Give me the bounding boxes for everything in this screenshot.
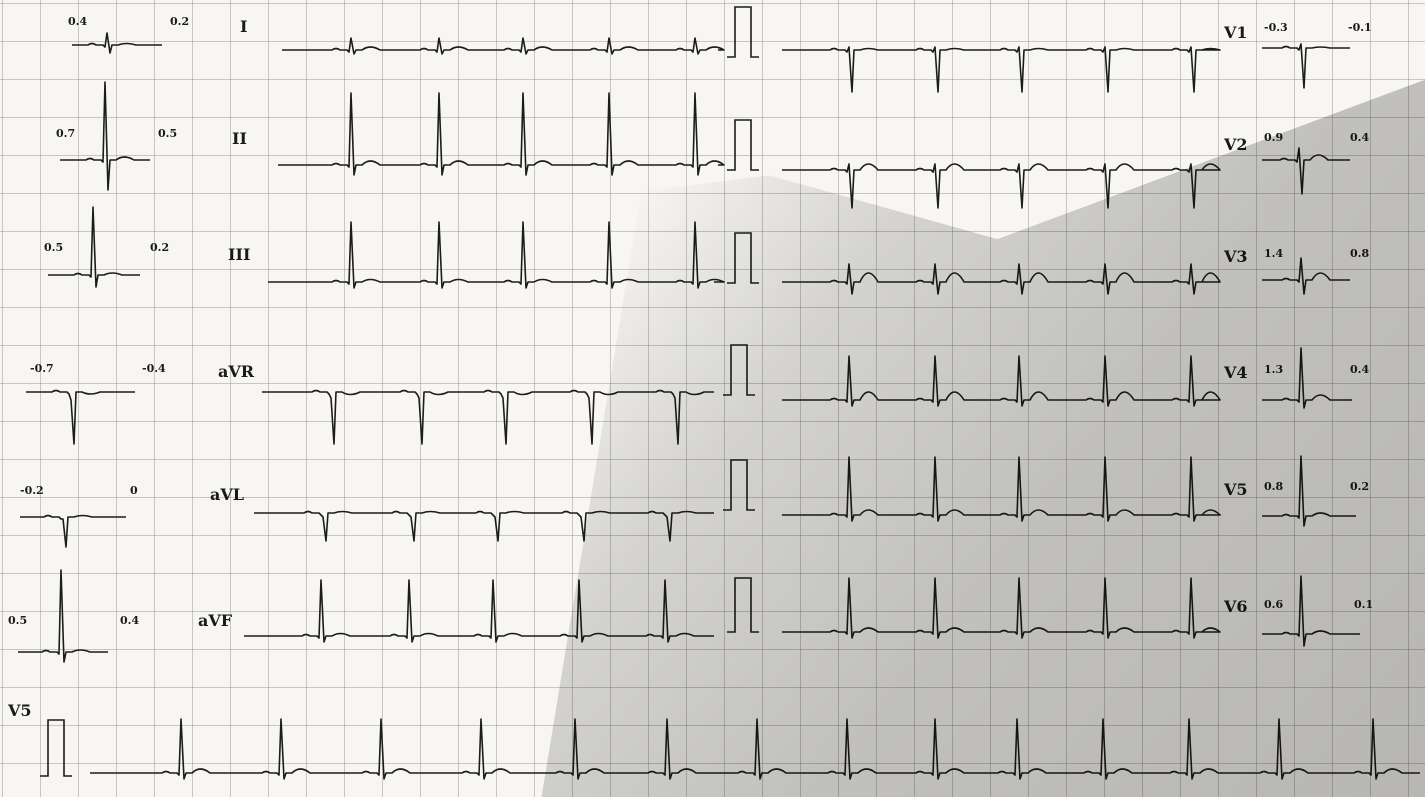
value-i-right: 0.2 xyxy=(170,15,189,28)
lead-label-avf: aVF xyxy=(198,611,233,630)
value-ii-right: 0.5 xyxy=(158,127,177,140)
trace-rhythm-strip xyxy=(90,718,1420,780)
calibration-pulse-avl xyxy=(723,459,755,511)
calibration-pulse-avf xyxy=(727,577,759,633)
calibration-pulse-ii xyxy=(727,119,759,171)
calibration-pulse-avr xyxy=(723,344,755,396)
value-avr-right: -0.4 xyxy=(142,362,166,375)
trace-group xyxy=(18,6,1420,780)
value-v4-left: 1.3 xyxy=(1264,363,1283,376)
avg-complex-i xyxy=(72,32,162,54)
avg-complex-ii xyxy=(60,81,150,191)
calibration-pulse-iii xyxy=(727,232,759,284)
trace-lead-v5 xyxy=(782,456,1221,522)
trace-lead-v1 xyxy=(782,46,1221,93)
avg-complex-avr xyxy=(26,389,135,445)
avg-complex-avl xyxy=(20,514,126,548)
value-v3-right: 0.8 xyxy=(1350,247,1369,260)
avg-complex-v4 xyxy=(1262,347,1352,409)
rhythm-lead-label: V5 xyxy=(7,701,32,720)
lead-label-v6: V6 xyxy=(1223,597,1248,616)
avg-complex-v2 xyxy=(1262,147,1350,195)
trace-lead-ii xyxy=(278,92,725,176)
trace-lead-iii xyxy=(268,221,725,289)
value-avr-left: -0.7 xyxy=(30,362,54,375)
avg-complex-v5 xyxy=(1262,455,1356,527)
avg-complex-v1 xyxy=(1262,43,1350,89)
trace-lead-v4 xyxy=(782,355,1221,407)
value-v1-left: -0.3 xyxy=(1264,21,1288,34)
value-v6-left: 0.6 xyxy=(1264,598,1283,611)
lead-label-avr: aVR xyxy=(218,362,255,381)
value-v2-right: 0.4 xyxy=(1350,131,1369,144)
value-v2-left: 0.9 xyxy=(1264,131,1283,144)
lead-label-iii: III xyxy=(228,245,250,264)
value-v5-left: 0.8 xyxy=(1264,480,1283,493)
avg-complex-v6 xyxy=(1262,575,1360,647)
lead-label-avl: aVL xyxy=(210,485,244,504)
avg-complex-avf xyxy=(18,569,108,663)
trace-lead-i xyxy=(282,37,725,55)
trace-lead-avl xyxy=(254,510,714,542)
calibration-pulse-i xyxy=(727,6,759,58)
lead-label-v5: V5 xyxy=(1223,480,1248,499)
value-avl-left: -0.2 xyxy=(20,484,44,497)
avg-complex-v3 xyxy=(1262,257,1350,295)
lead-label-i: I xyxy=(240,17,247,36)
lead-label-v2: V2 xyxy=(1223,135,1248,154)
value-i-left: 0.4 xyxy=(68,15,87,28)
value-v5-right: 0.2 xyxy=(1350,480,1369,493)
value-avf-right: 0.4 xyxy=(120,614,139,627)
value-v3-left: 1.4 xyxy=(1264,247,1283,260)
value-v6-right: 0.1 xyxy=(1354,598,1373,611)
value-avl-right: 0 xyxy=(130,484,138,497)
lead-label-ii: II xyxy=(232,129,247,148)
trace-lead-avr xyxy=(262,389,714,445)
trace-lead-v6 xyxy=(782,577,1221,639)
value-v4-right: 0.4 xyxy=(1350,363,1369,376)
trace-lead-v2 xyxy=(782,163,1221,209)
lead-label-v4: V4 xyxy=(1223,363,1248,382)
trace-lead-v3 xyxy=(782,263,1221,295)
value-iii-right: 0.2 xyxy=(150,241,169,254)
value-avf-left: 0.5 xyxy=(8,614,27,627)
value-v1-right: -0.1 xyxy=(1348,21,1372,34)
lead-label-v1: V1 xyxy=(1223,23,1248,42)
trace-lead-avf xyxy=(244,579,714,643)
lead-label-v3: V3 xyxy=(1223,247,1248,266)
value-ii-left: 0.7 xyxy=(56,127,75,140)
calibration-pulse-rhythm xyxy=(40,719,72,777)
avg-complex-iii xyxy=(48,206,140,288)
value-iii-left: 0.5 xyxy=(44,241,63,254)
